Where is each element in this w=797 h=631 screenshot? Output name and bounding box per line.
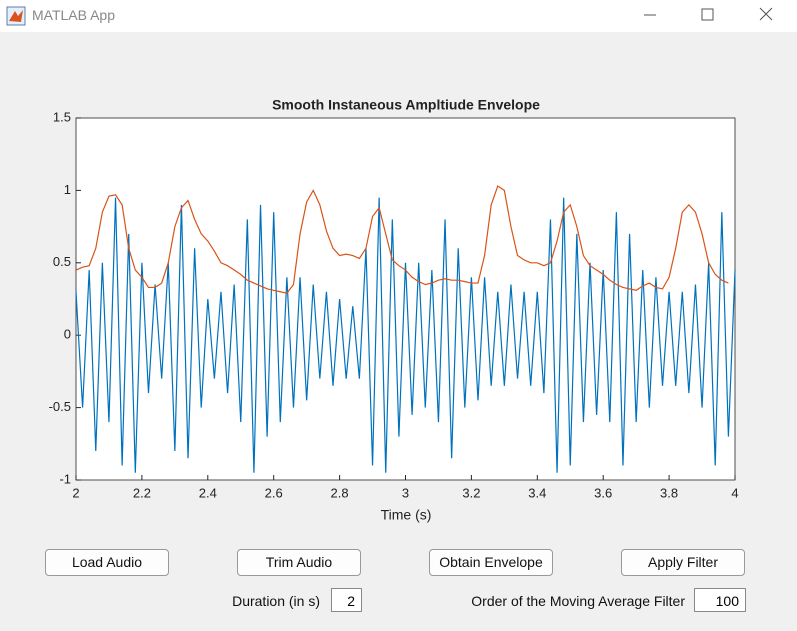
load-audio-button[interactable]: Load Audio (45, 549, 169, 576)
app-icon (6, 6, 26, 26)
trim-audio-button[interactable]: Trim Audio (237, 549, 361, 576)
x-tick-label: 2 (72, 485, 79, 500)
chart: Smooth Instaneous Ampltiude Envelope Tim… (49, 97, 739, 523)
x-tick-label: 4 (731, 485, 738, 500)
obtain-envelope-button[interactable]: Obtain Envelope (429, 549, 553, 576)
filter-order-input[interactable]: 100 (694, 588, 746, 612)
x-tick-label: 2.4 (199, 485, 217, 500)
y-tick-label: -0.5 (49, 399, 71, 414)
y-tick-label: -1 (59, 471, 71, 486)
x-tick-label: 3.4 (528, 485, 546, 500)
x-tick-label: 2.8 (331, 485, 349, 500)
x-tick-label: 2.6 (265, 485, 283, 500)
y-tick-label: 1.5 (53, 109, 71, 124)
title-bar: MATLAB App (0, 0, 797, 32)
series-line (75, 197, 736, 473)
series-line (75, 185, 729, 294)
filter-order-label: Order of the Moving Average Filter (471, 593, 685, 609)
x-tick-label: 3 (402, 485, 409, 500)
y-tick-label: 1 (64, 182, 71, 197)
x-axis-label: Time (s) (381, 507, 432, 523)
chart-title: Smooth Instaneous Ampltiude Envelope (272, 97, 540, 113)
apply-filter-button[interactable]: Apply Filter (621, 549, 745, 576)
duration-input[interactable]: 2 (331, 588, 362, 612)
duration-label: Duration (in s) (232, 593, 320, 609)
y-tick-label: 0 (64, 327, 71, 342)
y-tick-label: 0.5 (53, 254, 71, 269)
window-title: MATLAB App (32, 7, 116, 23)
plot-area (76, 118, 735, 480)
window-controls[interactable] (620, 0, 780, 32)
x-tick-label: 3.8 (660, 485, 678, 500)
x-tick-label: 3.6 (594, 485, 612, 500)
x-tick-label: 3.2 (462, 485, 480, 500)
x-tick-label: 2.2 (133, 485, 151, 500)
